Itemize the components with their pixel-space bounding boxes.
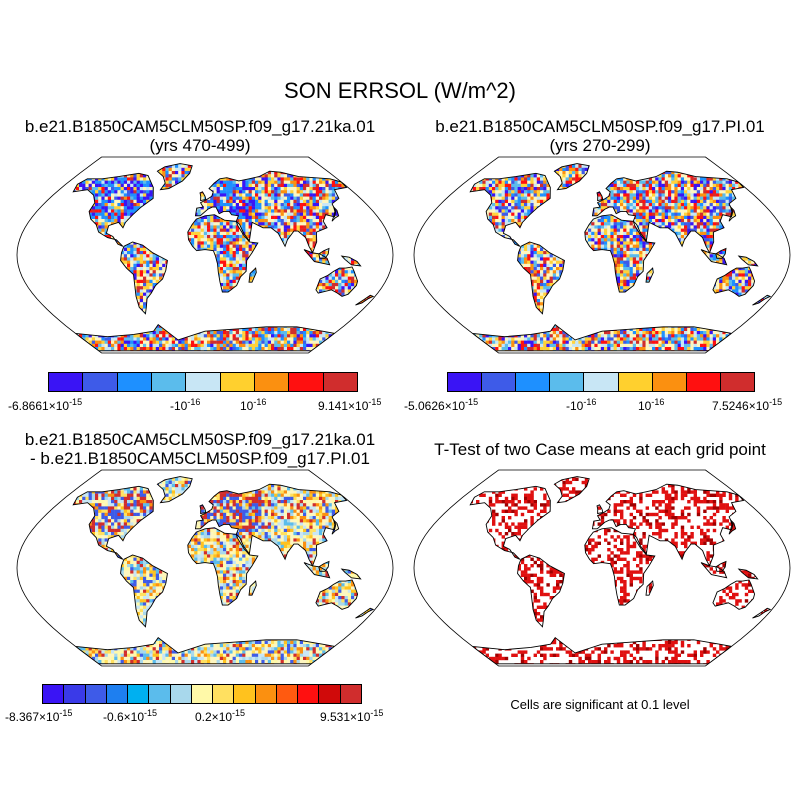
colorbar-swatch — [170, 685, 192, 703]
main-title: SON ERRSOL (W/m^2) — [0, 78, 800, 104]
panel4-title: T-Test of two Case means at each grid po… — [400, 440, 800, 459]
colorbar-swatch — [323, 373, 357, 391]
colorbar-swatch — [584, 373, 619, 391]
panel2-tick-min: -5.0626×10-15 — [404, 397, 478, 413]
colorbar-swatch — [298, 685, 320, 703]
colorbar-swatch — [720, 373, 754, 391]
colorbar-swatch — [254, 373, 290, 391]
panel1-tick-neg: -10-16 — [170, 397, 200, 413]
panel2-map — [413, 156, 791, 354]
colorbar-swatch — [516, 373, 551, 391]
globe-outline — [16, 156, 394, 354]
panel3-tick-pos: 0.2×10-15 — [195, 708, 245, 724]
coastlines — [72, 476, 375, 665]
panel3-map — [16, 469, 394, 667]
colorbar-swatch — [83, 373, 118, 391]
panel2-colorbar — [447, 372, 755, 392]
globe-outline — [413, 156, 791, 354]
panel3-title-line2: - b.e21.B1850CAM5CLM50SP.f09_g17.PI.01 — [0, 449, 400, 468]
panel3-title-line1: b.e21.B1850CAM5CLM50SP.f09_g17.21ka.01 — [0, 430, 400, 449]
coastlines — [469, 476, 772, 665]
globe-outline — [413, 469, 791, 667]
panel1-title-line1: b.e21.B1850CAM5CLM50SP.f09_g17.21ka.01 — [0, 117, 400, 136]
panel3-title: b.e21.B1850CAM5CLM50SP.f09_g17.21ka.01 -… — [0, 430, 400, 468]
panel3-colorbar — [42, 684, 362, 704]
panel2-tick-max: 7.5246×10-15 — [712, 397, 782, 413]
colorbar-swatch — [276, 685, 299, 703]
colorbar-swatch — [149, 685, 171, 703]
panel2-title-line1: b.e21.B1850CAM5CLM50SP.f09_g17.PI.01 — [400, 117, 800, 136]
colorbar-swatch — [289, 373, 324, 391]
colorbar-swatch — [186, 373, 221, 391]
panel4-map — [413, 469, 791, 667]
panel2-title: b.e21.B1850CAM5CLM50SP.f09_g17.PI.01 (yr… — [400, 117, 800, 155]
panel1-title-line2: (yrs 470-499) — [0, 136, 400, 155]
colorbar-swatch — [255, 685, 277, 703]
panel1-map — [16, 156, 394, 354]
colorbar-swatch — [550, 373, 585, 391]
globe-outline — [16, 469, 394, 667]
colorbar-swatch — [106, 685, 129, 703]
colorbar-swatch — [234, 685, 256, 703]
panel2-title-line2: (yrs 270-299) — [400, 136, 800, 155]
colorbar-swatch — [220, 373, 255, 391]
colorbar-swatch — [64, 685, 86, 703]
colorbar-swatch — [191, 685, 214, 703]
panel2-tick-pos: 10-16 — [638, 397, 664, 413]
colorbar-swatch — [151, 373, 187, 391]
colorbar-swatch — [213, 685, 235, 703]
colorbar-swatch — [128, 685, 150, 703]
coastlines — [72, 163, 375, 352]
panel1-tick-pos: 10-16 — [240, 397, 266, 413]
colorbar-swatch — [618, 373, 653, 391]
colorbar-swatch — [43, 685, 65, 703]
colorbar-swatch — [340, 685, 361, 703]
colorbar-swatch — [652, 373, 687, 391]
colorbar-swatch — [686, 373, 721, 391]
colorbar-swatch — [319, 685, 341, 703]
panel2-tick-neg: -10-16 — [566, 397, 596, 413]
panel3-tick-min: -8.367×10-15 — [5, 708, 72, 724]
panel4-note: Cells are significant at 0.1 level — [400, 697, 800, 712]
panel1-tick-max: 9.141×10-15 — [318, 397, 381, 413]
colorbar-swatch — [448, 373, 483, 391]
panel3-tick-neg: -0.6×10-15 — [103, 708, 157, 724]
colorbar-swatch — [482, 373, 517, 391]
colorbar-swatch — [85, 685, 107, 703]
colorbar-swatch — [49, 373, 84, 391]
panel1-title: b.e21.B1850CAM5CLM50SP.f09_g17.21ka.01 (… — [0, 117, 400, 155]
panel1-tick-min: -6.8661×10-15 — [8, 397, 82, 413]
panel3-tick-max: 9.531×10-15 — [320, 708, 383, 724]
colorbar-swatch — [117, 373, 152, 391]
panel1-colorbar — [48, 372, 358, 392]
